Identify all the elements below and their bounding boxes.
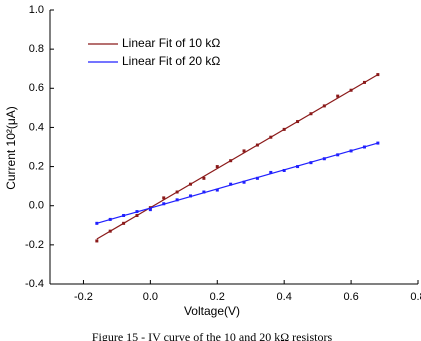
data-point [255,143,259,147]
data-point [95,239,99,243]
y-tick-label: 0.8 [29,43,44,55]
data-point [269,170,273,174]
data-point [242,149,246,153]
data-point [376,73,380,77]
data-point [282,168,286,172]
data-point [108,217,112,221]
data-point [336,94,340,98]
y-axis-label: Current 10²(μA) [4,106,18,190]
x-tick-label: 0.0 [143,291,158,303]
y-tick-label: 0.4 [29,121,44,133]
y-tick-label: -0.2 [25,239,44,251]
data-point [162,202,166,206]
data-point [148,208,152,212]
data-point [189,194,193,198]
data-point [122,221,126,225]
y-tick-label: 0.2 [29,160,44,172]
data-point [215,165,219,169]
data-point [175,190,179,194]
data-point [296,120,300,124]
data-point [322,157,326,161]
data-point [175,198,179,202]
y-tick-label: 0.0 [29,200,44,212]
data-point [349,149,353,153]
data-point [202,190,206,194]
data-point [322,104,326,108]
x-tick-label: -0.2 [74,291,93,303]
x-tick-label: 0.4 [277,291,292,303]
data-point [122,214,126,217]
caption: Figure 15 - IV curve of the 10 and 20 kΩ… [92,330,333,341]
data-point [309,112,313,116]
data-point [162,196,166,200]
data-point [189,182,193,186]
legend-label: Linear Fit of 20 kΩ [122,54,220,68]
data-point [255,176,259,180]
data-point [202,176,206,180]
y-tick-label: -0.4 [25,278,44,290]
data-point [215,188,219,192]
x-axis-label: Voltage(V) [184,304,240,318]
data-point [349,88,353,92]
y-tick-label: 1.0 [29,4,44,16]
data-point [336,153,340,157]
data-point [229,182,233,186]
data-point [309,161,313,165]
fit-line [96,142,379,224]
x-tick-label: 0.6 [343,291,358,303]
data-point [282,127,286,131]
data-point [242,180,246,184]
x-tick-label: 0.2 [210,291,225,303]
data-point [135,214,139,217]
data-point [376,141,380,145]
data-point [229,159,233,163]
data-point [108,229,112,233]
data-point [362,80,366,84]
y-tick-label: 0.6 [29,82,44,94]
data-point [362,145,366,149]
data-point [135,210,139,214]
data-point [269,135,273,139]
legend-label: Linear Fit of 10 kΩ [122,36,220,50]
data-point [95,221,99,225]
data-point [296,165,300,169]
fit-line [96,74,379,240]
x-tick-label: 0.8 [410,291,421,303]
